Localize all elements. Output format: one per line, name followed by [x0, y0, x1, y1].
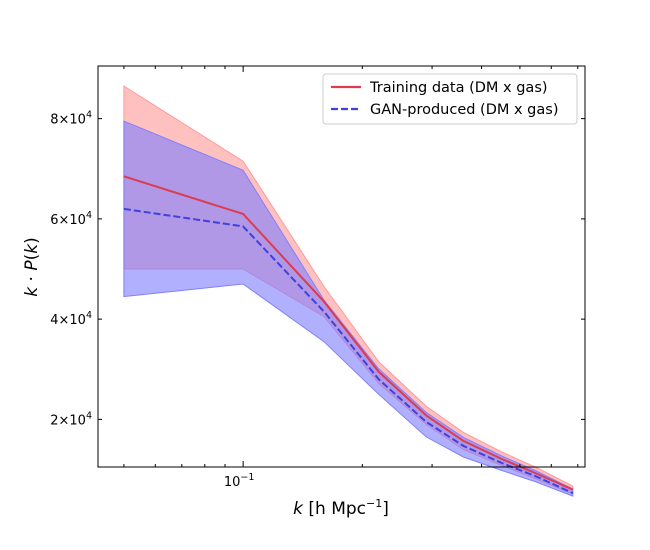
band-gan [123, 120, 574, 497]
y-tick-label: 2×104 [50, 410, 92, 428]
legend: Training data (DM x gas) GAN-produced (D… [322, 73, 578, 125]
x-tick-label: 10−1 [224, 472, 255, 490]
legend-label-training: Training data (DM x gas) [369, 80, 548, 96]
band-training [123, 85, 574, 495]
x-axis-label: k [h Mpc−1] [293, 497, 389, 519]
legend-label-gan: GAN-produced (DM x gas) [370, 102, 559, 118]
plot-area [123, 85, 574, 497]
legend-box [322, 73, 578, 125]
y-axis-label: k · P(k) [22, 237, 42, 296]
y-tick-label: 8×104 [50, 110, 92, 128]
axes-frame [97, 65, 586, 468]
axis-ticks: 2×104 4×104 6×104 8×104 10−1 [50, 66, 585, 490]
y-tick-label: 4×104 [50, 310, 92, 328]
y-tick-label: 6×104 [50, 210, 92, 228]
series-line-training [123, 175, 574, 491]
